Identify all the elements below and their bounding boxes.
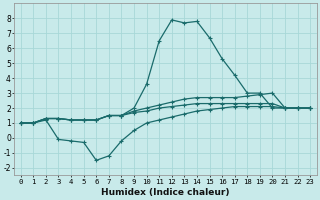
X-axis label: Humidex (Indice chaleur): Humidex (Indice chaleur) xyxy=(101,188,230,197)
